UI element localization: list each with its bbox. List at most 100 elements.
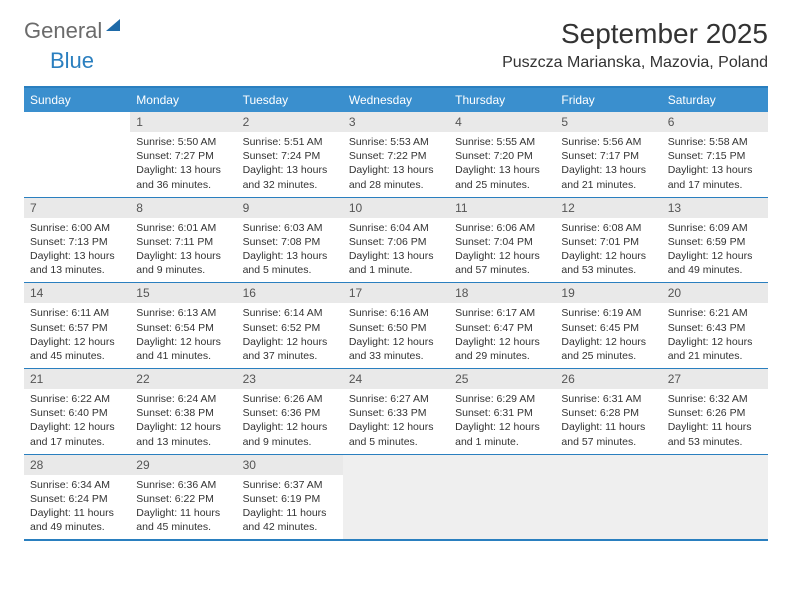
day-details: Sunrise: 5:58 AMSunset: 7:15 PMDaylight:…: [662, 132, 768, 197]
calendar-row: 28Sunrise: 6:34 AMSunset: 6:24 PMDayligh…: [24, 454, 768, 540]
day-details: Sunrise: 6:01 AMSunset: 7:11 PMDaylight:…: [130, 218, 236, 283]
calendar-cell: 11Sunrise: 6:06 AMSunset: 7:04 PMDayligh…: [449, 197, 555, 283]
day-number: 3: [343, 112, 449, 132]
calendar-cell: 27Sunrise: 6:32 AMSunset: 6:26 PMDayligh…: [662, 369, 768, 455]
col-tuesday: Tuesday: [237, 87, 343, 112]
calendar-cell: 9Sunrise: 6:03 AMSunset: 7:08 PMDaylight…: [237, 197, 343, 283]
calendar-cell: 23Sunrise: 6:26 AMSunset: 6:36 PMDayligh…: [237, 369, 343, 455]
day-details: Sunrise: 5:53 AMSunset: 7:22 PMDaylight:…: [343, 132, 449, 197]
day-number: 12: [555, 198, 661, 218]
col-wednesday: Wednesday: [343, 87, 449, 112]
calendar-cell: 25Sunrise: 6:29 AMSunset: 6:31 PMDayligh…: [449, 369, 555, 455]
calendar-cell: 12Sunrise: 6:08 AMSunset: 7:01 PMDayligh…: [555, 197, 661, 283]
day-header-row: Sunday Monday Tuesday Wednesday Thursday…: [24, 87, 768, 112]
calendar-cell: 2Sunrise: 5:51 AMSunset: 7:24 PMDaylight…: [237, 112, 343, 197]
day-number: 19: [555, 283, 661, 303]
day-number: 20: [662, 283, 768, 303]
day-details: Sunrise: 6:13 AMSunset: 6:54 PMDaylight:…: [130, 303, 236, 368]
day-number: 28: [24, 455, 130, 475]
calendar-cell: 28Sunrise: 6:34 AMSunset: 6:24 PMDayligh…: [24, 454, 130, 540]
col-thursday: Thursday: [449, 87, 555, 112]
day-number: 6: [662, 112, 768, 132]
day-number: 16: [237, 283, 343, 303]
col-friday: Friday: [555, 87, 661, 112]
day-number: 29: [130, 455, 236, 475]
day-number: 10: [343, 198, 449, 218]
day-number: 27: [662, 369, 768, 389]
day-details: Sunrise: 6:37 AMSunset: 6:19 PMDaylight:…: [237, 475, 343, 540]
col-monday: Monday: [130, 87, 236, 112]
day-details: Sunrise: 6:16 AMSunset: 6:50 PMDaylight:…: [343, 303, 449, 368]
day-details: Sunrise: 6:32 AMSunset: 6:26 PMDaylight:…: [662, 389, 768, 454]
calendar-cell: 6Sunrise: 5:58 AMSunset: 7:15 PMDaylight…: [662, 112, 768, 197]
calendar-cell: 21Sunrise: 6:22 AMSunset: 6:40 PMDayligh…: [24, 369, 130, 455]
day-details: Sunrise: 6:22 AMSunset: 6:40 PMDaylight:…: [24, 389, 130, 454]
day-details: Sunrise: 6:26 AMSunset: 6:36 PMDaylight:…: [237, 389, 343, 454]
day-number: 5: [555, 112, 661, 132]
calendar-cell: 14Sunrise: 6:11 AMSunset: 6:57 PMDayligh…: [24, 283, 130, 369]
day-number: 22: [130, 369, 236, 389]
calendar-row: 14Sunrise: 6:11 AMSunset: 6:57 PMDayligh…: [24, 283, 768, 369]
day-details: Sunrise: 6:00 AMSunset: 7:13 PMDaylight:…: [24, 218, 130, 283]
day-number: 18: [449, 283, 555, 303]
calendar-cell: 5Sunrise: 5:56 AMSunset: 7:17 PMDaylight…: [555, 112, 661, 197]
day-details: Sunrise: 6:21 AMSunset: 6:43 PMDaylight:…: [662, 303, 768, 368]
col-saturday: Saturday: [662, 87, 768, 112]
day-details: Sunrise: 5:50 AMSunset: 7:27 PMDaylight:…: [130, 132, 236, 197]
calendar-cell: [449, 454, 555, 540]
logo-triangle-icon: [106, 19, 120, 31]
day-details: Sunrise: 6:04 AMSunset: 7:06 PMDaylight:…: [343, 218, 449, 283]
day-details: Sunrise: 5:51 AMSunset: 7:24 PMDaylight:…: [237, 132, 343, 197]
calendar-cell: 30Sunrise: 6:37 AMSunset: 6:19 PMDayligh…: [237, 454, 343, 540]
day-number: 17: [343, 283, 449, 303]
day-number: 2: [237, 112, 343, 132]
calendar-cell: [343, 454, 449, 540]
calendar-cell: 17Sunrise: 6:16 AMSunset: 6:50 PMDayligh…: [343, 283, 449, 369]
calendar-cell: [555, 454, 661, 540]
calendar-cell: 18Sunrise: 6:17 AMSunset: 6:47 PMDayligh…: [449, 283, 555, 369]
day-number: 7: [24, 198, 130, 218]
day-number: 14: [24, 283, 130, 303]
day-details: Sunrise: 6:11 AMSunset: 6:57 PMDaylight:…: [24, 303, 130, 368]
day-number: 11: [449, 198, 555, 218]
day-number: 1: [130, 112, 236, 132]
day-number: 24: [343, 369, 449, 389]
day-details: Sunrise: 6:06 AMSunset: 7:04 PMDaylight:…: [449, 218, 555, 283]
day-number: 13: [662, 198, 768, 218]
calendar-row: 21Sunrise: 6:22 AMSunset: 6:40 PMDayligh…: [24, 369, 768, 455]
calendar-cell: 16Sunrise: 6:14 AMSunset: 6:52 PMDayligh…: [237, 283, 343, 369]
day-details: Sunrise: 6:09 AMSunset: 6:59 PMDaylight:…: [662, 218, 768, 283]
day-details: Sunrise: 6:31 AMSunset: 6:28 PMDaylight:…: [555, 389, 661, 454]
calendar-row: 7Sunrise: 6:00 AMSunset: 7:13 PMDaylight…: [24, 197, 768, 283]
day-number: 21: [24, 369, 130, 389]
calendar-cell: 15Sunrise: 6:13 AMSunset: 6:54 PMDayligh…: [130, 283, 236, 369]
day-details: Sunrise: 6:03 AMSunset: 7:08 PMDaylight:…: [237, 218, 343, 283]
calendar-cell: 29Sunrise: 6:36 AMSunset: 6:22 PMDayligh…: [130, 454, 236, 540]
calendar-cell: 1Sunrise: 5:50 AMSunset: 7:27 PMDaylight…: [130, 112, 236, 197]
month-title: September 2025: [502, 18, 768, 50]
day-details: Sunrise: 6:34 AMSunset: 6:24 PMDaylight:…: [24, 475, 130, 540]
day-details: Sunrise: 6:27 AMSunset: 6:33 PMDaylight:…: [343, 389, 449, 454]
day-number: 30: [237, 455, 343, 475]
day-details: Sunrise: 6:36 AMSunset: 6:22 PMDaylight:…: [130, 475, 236, 540]
day-details: Sunrise: 5:55 AMSunset: 7:20 PMDaylight:…: [449, 132, 555, 197]
logo-text-general: General: [24, 18, 102, 44]
calendar-cell: 20Sunrise: 6:21 AMSunset: 6:43 PMDayligh…: [662, 283, 768, 369]
day-number: 26: [555, 369, 661, 389]
calendar-cell: 24Sunrise: 6:27 AMSunset: 6:33 PMDayligh…: [343, 369, 449, 455]
calendar-cell: 26Sunrise: 6:31 AMSunset: 6:28 PMDayligh…: [555, 369, 661, 455]
day-number: 15: [130, 283, 236, 303]
calendar-cell: 10Sunrise: 6:04 AMSunset: 7:06 PMDayligh…: [343, 197, 449, 283]
logo: General: [24, 18, 120, 44]
day-details: Sunrise: 6:29 AMSunset: 6:31 PMDaylight:…: [449, 389, 555, 454]
day-details: Sunrise: 6:08 AMSunset: 7:01 PMDaylight:…: [555, 218, 661, 283]
calendar-cell: 22Sunrise: 6:24 AMSunset: 6:38 PMDayligh…: [130, 369, 236, 455]
day-number: 4: [449, 112, 555, 132]
day-details: Sunrise: 5:56 AMSunset: 7:17 PMDaylight:…: [555, 132, 661, 197]
logo-text-blue: Blue: [50, 48, 94, 73]
calendar-row: 1Sunrise: 5:50 AMSunset: 7:27 PMDaylight…: [24, 112, 768, 197]
calendar-cell: [662, 454, 768, 540]
calendar-cell: 13Sunrise: 6:09 AMSunset: 6:59 PMDayligh…: [662, 197, 768, 283]
calendar-cell: 8Sunrise: 6:01 AMSunset: 7:11 PMDaylight…: [130, 197, 236, 283]
calendar-table: Sunday Monday Tuesday Wednesday Thursday…: [24, 86, 768, 541]
